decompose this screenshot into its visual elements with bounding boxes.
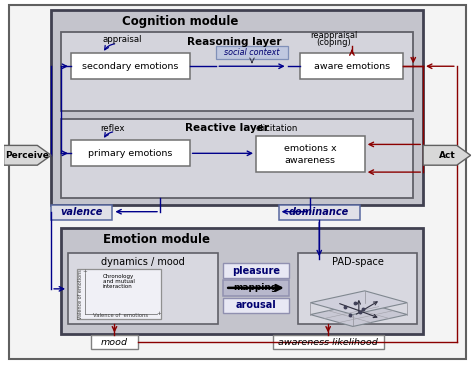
Text: appraisal: appraisal — [102, 35, 142, 44]
Text: elicitation: elicitation — [256, 124, 298, 133]
Bar — [223, 298, 289, 312]
Text: awareness likelihood: awareness likelihood — [278, 338, 378, 347]
Text: awareness: awareness — [285, 156, 336, 165]
FancyArrow shape — [423, 145, 471, 165]
Text: valence: valence — [61, 207, 103, 217]
Text: mood: mood — [101, 338, 128, 347]
Text: Chronology: Chronology — [102, 274, 134, 280]
Text: Valence of  emotions: Valence of emotions — [93, 313, 148, 318]
Text: dynamics / mood: dynamics / mood — [101, 257, 185, 267]
Bar — [216, 46, 288, 59]
Text: primary emotions: primary emotions — [88, 149, 173, 158]
Text: mapping: mapping — [233, 283, 277, 292]
Text: Reactive layer: Reactive layer — [185, 123, 269, 132]
Bar — [61, 227, 423, 334]
Bar — [51, 10, 423, 205]
Text: reappraisal: reappraisal — [310, 31, 358, 40]
Bar — [223, 263, 289, 278]
Text: reflex: reflex — [100, 124, 125, 133]
Text: +: + — [156, 311, 161, 316]
Text: emotions x: emotions x — [284, 144, 337, 153]
Text: Cognition module: Cognition module — [122, 15, 239, 28]
Bar — [71, 141, 190, 166]
Bar — [91, 335, 138, 349]
Polygon shape — [310, 303, 407, 326]
Text: Reasoning layer: Reasoning layer — [187, 36, 281, 46]
Bar — [299, 253, 417, 324]
Text: Act: Act — [438, 151, 455, 160]
Polygon shape — [310, 291, 407, 315]
Bar — [273, 335, 383, 349]
Text: social context: social context — [224, 49, 280, 57]
FancyArrow shape — [4, 145, 51, 165]
Bar — [61, 119, 413, 198]
Text: and mutual: and mutual — [102, 280, 135, 284]
Bar — [61, 32, 413, 111]
Text: dominance: dominance — [289, 207, 349, 217]
Bar — [77, 269, 161, 319]
Text: interaction: interaction — [102, 284, 132, 289]
Bar — [256, 137, 365, 172]
Text: Valence of emotions: Valence of emotions — [78, 269, 83, 319]
Bar — [223, 280, 289, 296]
Text: Perceive: Perceive — [6, 151, 49, 160]
Bar — [279, 205, 360, 220]
Text: pleasure: pleasure — [232, 266, 280, 276]
Text: PAD-space: PAD-space — [332, 257, 384, 267]
Bar — [68, 253, 219, 324]
Text: (coping): (coping) — [316, 38, 351, 47]
Bar — [301, 53, 403, 79]
Text: aware emotions: aware emotions — [314, 62, 390, 71]
Text: arousal: arousal — [236, 300, 276, 310]
Text: secondary emotions: secondary emotions — [82, 62, 179, 71]
Text: +: + — [82, 269, 87, 273]
Text: Emotion module: Emotion module — [102, 233, 210, 246]
Bar — [71, 53, 190, 79]
Bar — [51, 205, 112, 220]
